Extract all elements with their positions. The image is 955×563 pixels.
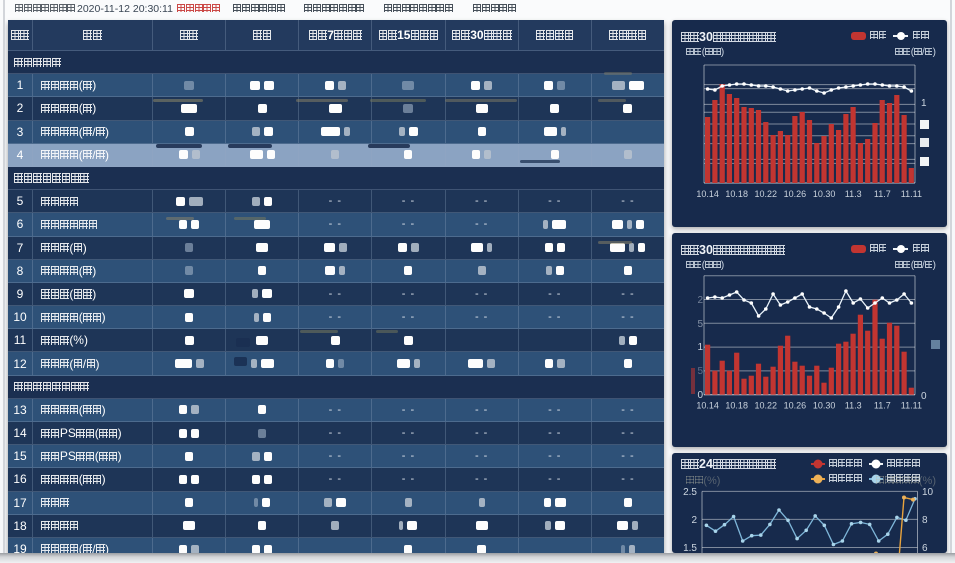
svg-text:10.26: 10.26 [784,189,807,199]
svg-text:2: 2 [691,515,697,526]
svg-text:1.5: 1.5 [683,543,697,553]
svg-text:10.22: 10.22 [755,401,778,411]
svg-text:10.30: 10.30 [813,401,836,411]
svg-text:11.3: 11.3 [845,189,862,199]
svg-text:10.26: 10.26 [784,401,807,411]
svg-text:11.11: 11.11 [901,189,922,199]
svg-text:10.14: 10.14 [696,401,719,411]
svg-text:11.3: 11.3 [845,401,862,411]
svg-text:6: 6 [922,543,928,553]
svg-text:2: 2 [697,295,703,306]
svg-text:11.7: 11.7 [874,401,891,411]
svg-text:2.5: 2.5 [683,487,697,498]
svg-text:10: 10 [922,487,934,498]
svg-text:5: 5 [697,319,703,330]
svg-text:1: 1 [921,98,927,109]
svg-text:8: 8 [922,515,928,526]
svg-text:10.14: 10.14 [696,189,719,199]
svg-text:11.11: 11.11 [901,401,922,411]
svg-text:10.22: 10.22 [755,189,778,199]
svg-text:11.7: 11.7 [874,189,891,199]
svg-text:10.18: 10.18 [725,401,748,411]
svg-text:10.18: 10.18 [725,189,748,199]
svg-text:5: 5 [697,366,703,377]
svg-text:10.30: 10.30 [813,189,836,199]
svg-text:0: 0 [921,391,927,402]
svg-text:1: 1 [697,342,703,353]
svg-text:0: 0 [697,390,703,401]
